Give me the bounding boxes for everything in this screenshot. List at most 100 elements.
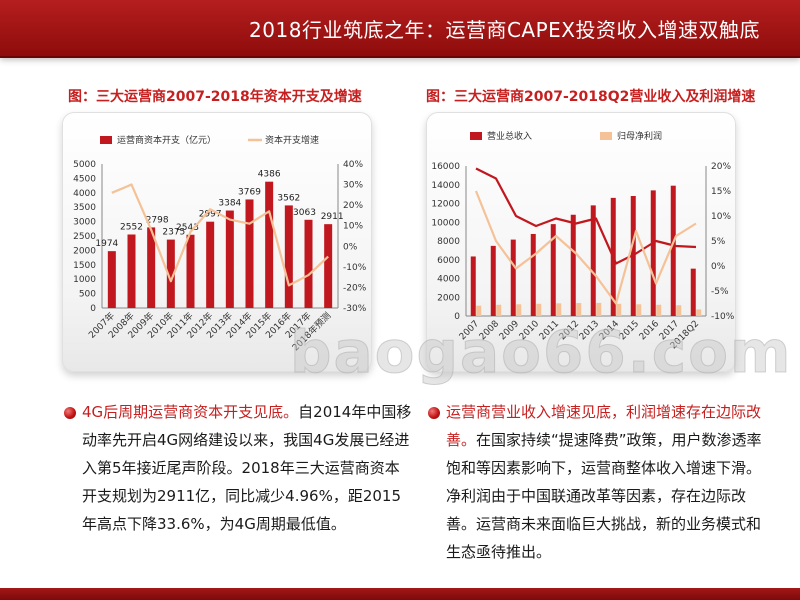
right-chart-panel: 0 2000 4000 6000 8000 10000 12000 14000 16000 -10… — [426, 112, 736, 372]
bar-data-label: 3562 — [277, 193, 300, 203]
bar-data-label: 1974 — [95, 239, 118, 249]
bar — [636, 304, 642, 316]
y-left-tick-label: 4500 — [73, 174, 96, 184]
y-left-tick-label: 4000 — [437, 275, 460, 285]
bar — [206, 221, 215, 308]
left-chart-panel: 0 500 1000 1500 2000 2500 3000 3500 4000 4500 5000… — [62, 112, 372, 372]
right-paragraph-highlight: 运营商营业收入增速见底，利润增速存在边际改善。 — [446, 403, 762, 449]
bar — [670, 185, 676, 316]
y-left-tick-label: 14000 — [431, 181, 460, 191]
y-left-tick-label: 6000 — [437, 256, 460, 266]
legend-label: 资本开支增速 — [265, 134, 319, 146]
left-paragraph: 4G后周期运营商资本开支见底。自2014年中国移动率先开启4G网络建设以来，我国… — [82, 398, 412, 538]
y-left-tick-label: 1000 — [73, 275, 96, 285]
bar — [676, 305, 682, 316]
bar-data-label: 2552 — [120, 223, 143, 233]
bar — [590, 205, 596, 316]
bar — [570, 214, 576, 316]
bar — [696, 309, 702, 316]
y-right-tick-label: -10% — [711, 312, 735, 322]
bar — [536, 303, 542, 316]
y-right-tick-label: -20% — [343, 283, 367, 293]
y-left-tick-label: 3500 — [73, 203, 96, 213]
bar — [550, 224, 556, 316]
legend-swatch — [600, 132, 612, 140]
y-left-tick-label: 2500 — [73, 232, 96, 242]
y-left-tick-label: 4000 — [73, 189, 96, 199]
bar — [530, 233, 536, 316]
bar — [470, 256, 476, 316]
bar — [304, 219, 313, 308]
bar — [147, 227, 156, 308]
y-right-tick-label: -5% — [711, 287, 729, 297]
legend-swatch — [470, 132, 482, 140]
y-right-tick-label: 10% — [711, 212, 731, 222]
y-left-tick-label: 2000 — [437, 293, 460, 303]
bullet-icon — [428, 407, 440, 419]
bar — [496, 304, 502, 316]
bar — [576, 303, 582, 316]
bar — [616, 303, 622, 316]
slide-title: 2018行业筑底之年：运营商CAPEX投资收入增速双触底 — [249, 18, 760, 42]
bar — [690, 268, 696, 316]
right-paragraph-body: 在国家持续“提速降费”政策，用户数渗透率饱和等因素影响下，运营商整体收入增速下滑… — [446, 431, 762, 561]
bar — [556, 303, 562, 316]
left-figure-title: 图：三大运营商2007-2018年资本开支及增速 — [68, 89, 362, 105]
watermark: baogao66.com — [289, 318, 793, 387]
y-left-tick-label: 0 — [90, 304, 96, 314]
bar-data-label: 3384 — [218, 199, 241, 209]
left-paragraph-body: 自2014年中国移动率先开启4G网络建设以来，我国4G发展已经进入第5年接近尾声… — [82, 403, 412, 533]
bar — [510, 239, 516, 316]
y-right-tick-label: 20% — [711, 162, 731, 172]
y-left-tick-label: 16000 — [431, 162, 460, 172]
y-left-tick-label: 10000 — [431, 218, 460, 228]
bar-data-label: 2997 — [199, 210, 222, 220]
bar-data-label: 3063 — [293, 208, 316, 218]
y-left-tick-label: 12000 — [431, 200, 460, 210]
bar-data-label: 2543 — [176, 223, 199, 233]
series-line — [475, 167, 697, 265]
y-left-tick-label: 3000 — [73, 218, 96, 228]
bar-data-label: 2375 — [162, 228, 185, 238]
bar — [596, 302, 602, 316]
y-right-tick-label: -10% — [343, 263, 367, 273]
bar — [225, 210, 234, 308]
bar — [650, 190, 656, 316]
y-right-tick-label: 0% — [343, 242, 358, 252]
y-right-tick-label: 15% — [711, 187, 731, 197]
bullet-icon — [64, 407, 76, 419]
legend-swatch — [100, 136, 112, 144]
bar-data-label: 4386 — [258, 170, 281, 180]
title-bar: 2018行业筑底之年：运营商CAPEX投资收入增速双触底 — [0, 0, 800, 56]
bar — [265, 181, 274, 308]
bar — [245, 199, 254, 308]
y-left-tick-label: 500 — [79, 290, 96, 300]
bar — [490, 245, 496, 316]
bar — [284, 205, 293, 308]
bar — [127, 234, 136, 308]
bar-data-label: 2798 — [146, 215, 169, 225]
legend-label: 营业总收入 — [487, 130, 532, 142]
bar — [476, 305, 482, 316]
bar — [166, 239, 175, 308]
series-line — [111, 183, 329, 287]
y-right-tick-label: 5% — [711, 237, 726, 247]
right-paragraph: 运营商营业收入增速见底，利润增速存在边际改善。在国家持续“提速降费”政策，用户数… — [446, 398, 771, 566]
capex-chart: 0 500 1000 1500 2000 2500 3000 3500 4000 4500 5000… — [73, 134, 367, 353]
bar — [324, 224, 333, 308]
y-right-tick-label: -30% — [343, 304, 367, 314]
bar — [656, 304, 662, 316]
bar — [516, 304, 522, 316]
left-paragraph-highlight: 4G后周期运营商资本开支见底。 — [82, 403, 299, 421]
series-line — [474, 190, 697, 305]
y-right-tick-label: 30% — [343, 181, 363, 191]
bottom-bar — [0, 588, 800, 600]
y-left-tick-label: 1500 — [73, 261, 96, 271]
bar-data-label: 3769 — [238, 187, 261, 197]
legend-label: 归母净利润 — [617, 130, 662, 142]
y-right-tick-label: 40% — [343, 160, 363, 170]
y-right-tick-label: 10% — [343, 222, 363, 232]
bar-data-label: 2911 — [321, 212, 344, 222]
y-left-tick-label: 2000 — [73, 246, 96, 256]
y-right-tick-label: 0% — [711, 262, 726, 272]
